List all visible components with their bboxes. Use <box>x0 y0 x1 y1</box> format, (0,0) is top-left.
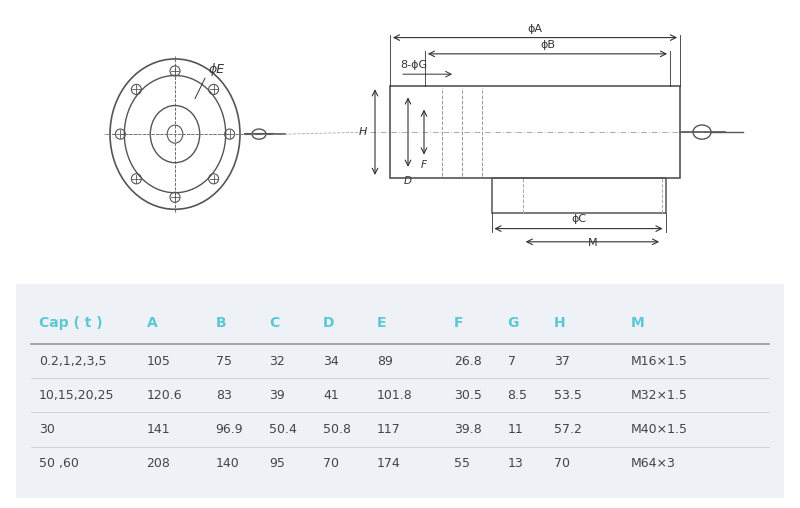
Text: 55: 55 <box>454 457 470 470</box>
Bar <box>491 178 666 213</box>
Text: 57.2: 57.2 <box>554 423 582 436</box>
Text: 117: 117 <box>377 423 401 436</box>
Text: F: F <box>421 160 427 170</box>
Text: M: M <box>588 238 598 248</box>
Text: Cap ( t ): Cap ( t ) <box>39 316 102 330</box>
Text: B: B <box>216 316 226 330</box>
Text: 7: 7 <box>507 355 515 368</box>
Text: 13: 13 <box>507 457 523 470</box>
Text: A: A <box>146 316 158 330</box>
Text: 34: 34 <box>323 355 339 368</box>
Text: H: H <box>359 127 367 137</box>
Text: 53.5: 53.5 <box>554 389 582 402</box>
Text: 174: 174 <box>377 457 401 470</box>
Text: G: G <box>507 316 519 330</box>
Text: 83: 83 <box>216 389 231 402</box>
Text: 26.8: 26.8 <box>454 355 482 368</box>
Text: 50.8: 50.8 <box>323 423 351 436</box>
Text: ϕE: ϕE <box>209 63 225 76</box>
Text: 32: 32 <box>270 355 285 368</box>
Text: 39: 39 <box>270 389 285 402</box>
Text: 89: 89 <box>377 355 393 368</box>
Text: 50.4: 50.4 <box>270 423 298 436</box>
Text: 70: 70 <box>554 457 570 470</box>
Text: ϕB: ϕB <box>540 40 555 50</box>
Text: 11: 11 <box>507 423 523 436</box>
Text: 8.5: 8.5 <box>507 389 527 402</box>
Text: E: E <box>377 316 386 330</box>
Text: 8-ϕG: 8-ϕG <box>400 60 427 70</box>
Text: M: M <box>630 316 644 330</box>
Text: 120.6: 120.6 <box>146 389 182 402</box>
Text: 37: 37 <box>554 355 570 368</box>
Text: M32×1.5: M32×1.5 <box>630 389 687 402</box>
Text: 10,15,20,25: 10,15,20,25 <box>39 389 114 402</box>
Text: 96.9: 96.9 <box>216 423 243 436</box>
Text: 30: 30 <box>39 423 55 436</box>
Text: C: C <box>270 316 280 330</box>
Text: 208: 208 <box>146 457 170 470</box>
Text: 30.5: 30.5 <box>454 389 482 402</box>
Text: M64×3: M64×3 <box>630 457 675 470</box>
Text: 41: 41 <box>323 389 339 402</box>
Text: D: D <box>323 316 334 330</box>
Text: 39.8: 39.8 <box>454 423 482 436</box>
FancyBboxPatch shape <box>1 280 799 502</box>
Text: 95: 95 <box>270 457 286 470</box>
Text: 140: 140 <box>216 457 239 470</box>
Text: M16×1.5: M16×1.5 <box>630 355 687 368</box>
Bar <box>390 86 680 178</box>
Text: D: D <box>404 176 412 186</box>
Text: M40×1.5: M40×1.5 <box>630 423 687 436</box>
Text: H: H <box>554 316 566 330</box>
Text: ϕC: ϕC <box>571 213 586 224</box>
Text: 75: 75 <box>216 355 232 368</box>
Text: 105: 105 <box>146 355 170 368</box>
Text: 141: 141 <box>146 423 170 436</box>
Text: 50 ,60: 50 ,60 <box>39 457 79 470</box>
Text: 70: 70 <box>323 457 339 470</box>
Text: 0.2,1,2,3,5: 0.2,1,2,3,5 <box>39 355 106 368</box>
Text: ϕA: ϕA <box>527 23 542 34</box>
Text: 101.8: 101.8 <box>377 389 413 402</box>
Text: F: F <box>454 316 463 330</box>
